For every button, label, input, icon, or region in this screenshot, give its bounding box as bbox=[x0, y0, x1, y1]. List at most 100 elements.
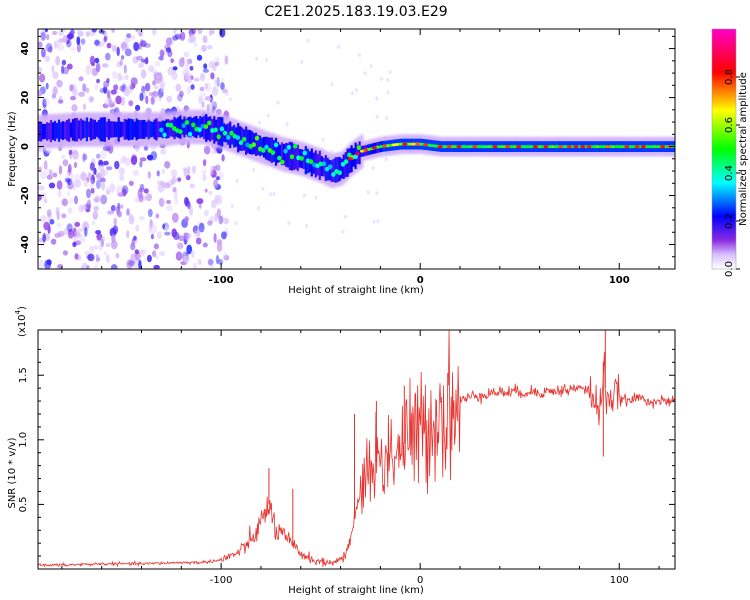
ridge-peak bbox=[446, 145, 452, 149]
noise-speckle bbox=[255, 56, 259, 61]
noise-speckle bbox=[43, 160, 48, 170]
ridge-core-cell bbox=[286, 143, 289, 168]
noise-speckle bbox=[128, 215, 135, 225]
noise-speckle bbox=[60, 154, 66, 160]
noise-speckle bbox=[203, 63, 208, 70]
noise-speckle bbox=[93, 209, 98, 218]
noise-speckle bbox=[214, 194, 219, 204]
noise-speckle bbox=[144, 43, 151, 48]
ridge-highlight bbox=[293, 143, 298, 149]
noise-speckle bbox=[376, 219, 380, 224]
ridge-highlight bbox=[598, 145, 604, 149]
noise-speckle bbox=[148, 92, 155, 97]
noise-speckle bbox=[105, 242, 111, 248]
ridge-core-cell bbox=[93, 119, 96, 139]
noise-speckle bbox=[131, 35, 135, 40]
noise-speckle bbox=[96, 78, 100, 84]
noise-speckle bbox=[212, 62, 217, 72]
ridge-core-cell bbox=[280, 142, 284, 166]
ridge-core-cell bbox=[75, 117, 78, 142]
colorbar-ticks: 0.0 0.2 0.4 0.6 0.8 bbox=[724, 69, 740, 277]
noise-speckle bbox=[139, 183, 145, 191]
noise-speckle bbox=[149, 219, 153, 229]
noise-speckle bbox=[57, 30, 65, 36]
noise-speckle bbox=[188, 205, 194, 216]
noise-speckle bbox=[363, 71, 367, 76]
noise-speckle bbox=[207, 220, 213, 226]
noise-speckle bbox=[184, 106, 190, 111]
noise-speckle bbox=[45, 55, 51, 63]
ridge-core-cell bbox=[358, 141, 361, 165]
ridge-core-cell bbox=[89, 118, 92, 141]
noise-speckle bbox=[66, 223, 73, 233]
ridge-highlight bbox=[649, 145, 655, 149]
noise-speckle bbox=[136, 55, 143, 61]
noise-speckle bbox=[160, 148, 167, 155]
noise-speckle bbox=[61, 29, 67, 33]
ridge-highlight bbox=[480, 145, 486, 149]
noise-speckle bbox=[97, 164, 104, 170]
ridge-core-cell bbox=[340, 158, 343, 179]
noise-speckle bbox=[99, 168, 106, 178]
noise-speckle bbox=[214, 61, 220, 66]
noise-speckle bbox=[95, 64, 101, 73]
x-tick-label: 100 bbox=[610, 575, 629, 586]
y-tick-label: 20 bbox=[20, 91, 31, 105]
ridge-core-cell bbox=[338, 157, 341, 182]
ridge-highlight bbox=[343, 159, 349, 165]
y-tick-label: 1.5 bbox=[18, 367, 29, 383]
ridge-core-cell bbox=[71, 119, 74, 141]
ridge-core-cell bbox=[105, 121, 108, 138]
ridge-highlight bbox=[191, 122, 196, 128]
noise-speckle bbox=[76, 36, 81, 46]
noise-speckle bbox=[160, 181, 166, 188]
noise-speckle bbox=[109, 183, 116, 193]
ridge-core-cell bbox=[165, 119, 168, 139]
ridge-highlight bbox=[522, 145, 527, 149]
noise-speckle bbox=[103, 251, 108, 256]
ridge-peak bbox=[348, 157, 353, 161]
ridge-highlight bbox=[528, 145, 534, 149]
noise-speckle bbox=[195, 237, 202, 245]
noise-speckle bbox=[183, 255, 190, 264]
noise-speckle bbox=[88, 96, 94, 103]
ridge-core-cell bbox=[121, 122, 124, 137]
noise-speckle bbox=[93, 244, 99, 250]
noise-speckle bbox=[91, 29, 97, 33]
noise-speckle bbox=[184, 216, 189, 223]
snr-y-axis-label: SNR (10 * v/v) bbox=[7, 437, 18, 508]
noise-speckle bbox=[216, 208, 221, 219]
noise-speckle bbox=[177, 177, 182, 182]
noise-speckle bbox=[70, 96, 76, 101]
noise-speckle bbox=[108, 103, 115, 108]
noise-speckle bbox=[202, 159, 207, 167]
snr-background bbox=[38, 330, 675, 569]
ridge-core-cell bbox=[115, 121, 118, 138]
ridge-highlight bbox=[646, 145, 651, 149]
ridge-highlight bbox=[331, 172, 336, 177]
noise-speckle bbox=[55, 206, 60, 216]
noise-speckle bbox=[176, 242, 184, 250]
ridge-core-cell bbox=[123, 118, 126, 140]
noise-speckle bbox=[138, 216, 145, 221]
noise-speckle bbox=[305, 223, 309, 228]
noise-speckle bbox=[61, 198, 68, 207]
snr-line bbox=[38, 330, 675, 568]
ridge-highlight bbox=[328, 164, 333, 170]
ridge-core-cell bbox=[153, 119, 156, 140]
noise-speckle bbox=[158, 197, 165, 207]
ridge-peak bbox=[516, 145, 522, 149]
noise-speckle bbox=[197, 29, 203, 35]
noise-speckle bbox=[147, 171, 151, 179]
x-tick-label: -100 bbox=[210, 575, 233, 586]
noise-speckle bbox=[164, 161, 171, 169]
ridge-core-cell bbox=[344, 152, 347, 178]
noise-speckle bbox=[213, 77, 220, 86]
ridge-core-cell bbox=[143, 120, 146, 139]
noise-speckle bbox=[165, 37, 173, 46]
noise-speckle bbox=[191, 165, 197, 174]
noise-speckle bbox=[78, 91, 85, 97]
noise-speckle bbox=[77, 30, 84, 37]
noise-speckle bbox=[172, 66, 178, 71]
noise-speckle bbox=[132, 169, 140, 176]
